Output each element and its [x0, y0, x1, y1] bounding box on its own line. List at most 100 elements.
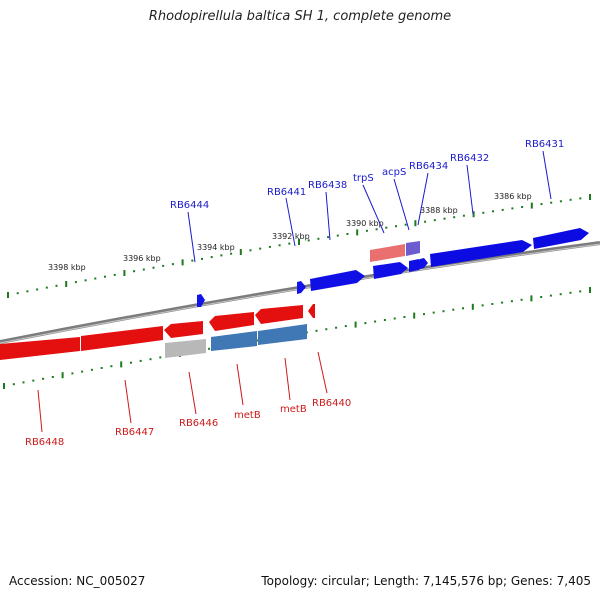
gene-label[interactable]: metB — [280, 404, 307, 415]
gene-label[interactable]: RB6446 — [179, 418, 218, 429]
major-tick — [530, 295, 533, 302]
gene-feature-metb-1-region[interactable] — [211, 331, 257, 351]
scale-label: 3392 kbp — [272, 232, 310, 241]
minor-tick — [579, 290, 582, 293]
scale-label: 3388 kbp — [420, 206, 458, 215]
minor-tick — [327, 236, 330, 239]
minor-tick — [385, 226, 388, 229]
gene-arrow-metb-1[interactable] — [209, 312, 254, 331]
gene-label[interactable]: RB6444 — [170, 200, 209, 211]
minor-tick — [201, 257, 203, 260]
minor-tick — [142, 268, 145, 271]
minor-tick — [104, 275, 106, 278]
minor-tick — [16, 292, 19, 295]
minor-tick — [159, 356, 162, 359]
minor-tick — [130, 361, 132, 364]
minor-tick — [45, 286, 48, 289]
gene-arrow-rb6434[interactable] — [420, 258, 428, 269]
major-tick — [589, 194, 591, 200]
minor-tick — [432, 311, 435, 314]
gene-feature-trps-rna[interactable] — [370, 244, 405, 262]
major-tick — [589, 287, 591, 293]
gene-label[interactable]: RB6434 — [409, 161, 448, 172]
minor-tick — [383, 319, 386, 321]
scale-label: 3394 kbp — [197, 243, 235, 252]
accession-text: Accession: NC_005027 — [9, 574, 146, 588]
gene-arrow-rb6440[interactable] — [308, 304, 315, 318]
gene-label[interactable]: acpS — [382, 167, 406, 178]
forward-scale-ticks — [7, 194, 591, 298]
gene-arrow-rb6447[interactable] — [81, 326, 163, 351]
minor-tick — [307, 239, 310, 242]
gene-label[interactable]: RB6441 — [267, 187, 306, 198]
minor-tick — [559, 200, 562, 203]
minor-tick — [335, 326, 338, 329]
scale-labels: 3398 kbp 3396 kbp 3394 kbp 3392 kbp 3390… — [48, 192, 532, 272]
gene-label[interactable]: metB — [234, 410, 261, 421]
minor-tick — [395, 225, 397, 228]
gene-arrow-rb6441[interactable] — [297, 281, 306, 294]
gene-label[interactable]: trpS — [353, 173, 374, 184]
forward-genes — [197, 228, 589, 307]
gene-arrow-metb-2[interactable] — [255, 305, 303, 324]
gene-label[interactable]: RB6432 — [450, 153, 489, 164]
gene-arrow-rb6438[interactable] — [310, 270, 365, 291]
minor-tick — [71, 372, 74, 375]
minor-tick — [220, 254, 223, 257]
gene-arrow-rb6446[interactable] — [164, 321, 203, 338]
minor-tick — [32, 379, 35, 382]
minor-tick — [288, 242, 291, 245]
minor-tick — [256, 339, 259, 342]
minor-tick — [540, 296, 543, 298]
gene-feature-grey[interactable] — [165, 339, 206, 358]
minor-tick — [423, 313, 425, 316]
minor-tick — [393, 317, 396, 320]
minor-tick — [74, 281, 77, 284]
minor-tick — [482, 211, 485, 214]
minor-tick — [208, 347, 211, 350]
minor-tick — [317, 237, 320, 240]
minor-tick — [259, 247, 262, 250]
minor-tick — [81, 370, 84, 373]
minor-tick — [404, 223, 407, 226]
minor-tick — [365, 229, 368, 232]
minor-tick — [171, 263, 174, 266]
major-tick — [181, 259, 184, 266]
gene-label[interactable]: RB6448 — [25, 437, 64, 448]
minor-tick — [443, 217, 446, 220]
gene-feature-acps-region[interactable] — [406, 241, 420, 256]
minor-tick — [139, 359, 142, 362]
major-tick — [3, 383, 5, 389]
scale-label: 3386 kbp — [494, 192, 532, 201]
minor-tick — [403, 316, 406, 318]
minor-tick — [452, 308, 455, 311]
minor-tick — [501, 301, 504, 304]
major-tick — [65, 281, 68, 287]
gene-arrow-rb6448[interactable] — [0, 337, 80, 360]
minor-tick — [462, 307, 464, 310]
gene-label[interactable]: RB6431 — [525, 139, 564, 150]
minor-tick — [22, 381, 25, 384]
gene-arrow-trps[interactable] — [373, 262, 408, 279]
gene-arrow-rb6444[interactable] — [197, 294, 205, 307]
minor-tick — [152, 266, 155, 269]
major-tick — [120, 361, 123, 368]
minor-tick — [569, 198, 572, 201]
minor-tick — [491, 303, 494, 305]
minor-tick — [559, 293, 562, 296]
gene-arrow-rb6432[interactable] — [430, 240, 532, 267]
gene-label[interactable]: RB6440 — [312, 398, 351, 409]
minor-tick — [364, 322, 367, 325]
minor-tick — [325, 328, 328, 331]
gene-label[interactable]: RB6447 — [115, 427, 154, 438]
minor-tick — [481, 304, 484, 307]
minor-tick — [550, 201, 553, 204]
minor-tick — [569, 291, 572, 294]
gene-arrow-rb6431[interactable] — [533, 228, 589, 249]
scale-label: 3398 kbp — [48, 263, 86, 272]
minor-tick — [133, 270, 136, 273]
minor-tick — [55, 284, 58, 287]
gene-label[interactable]: RB6438 — [308, 180, 347, 191]
minor-tick — [579, 197, 582, 200]
gene-feature-metb-2-region[interactable] — [258, 324, 307, 345]
